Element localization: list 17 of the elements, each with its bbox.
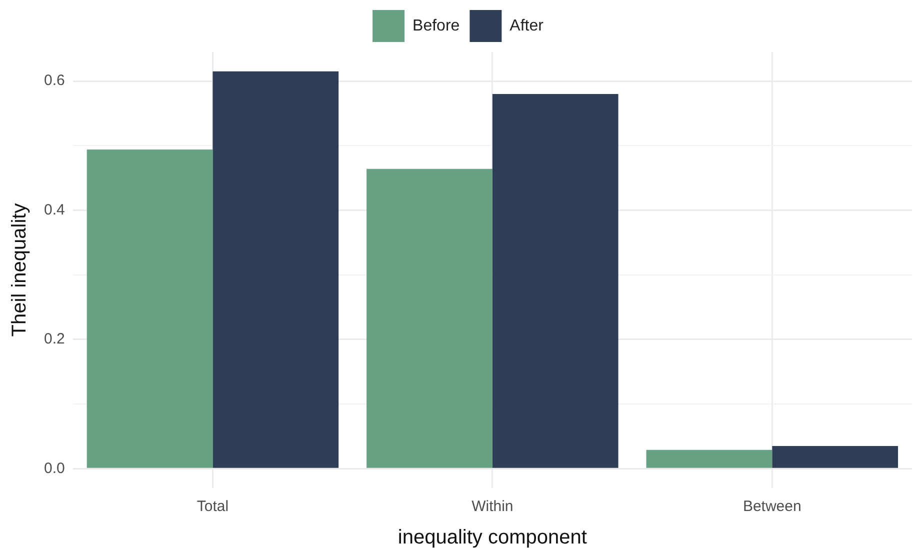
x-axis-title: inequality component (398, 526, 588, 549)
bar (646, 450, 772, 468)
legend-label: After (510, 17, 544, 34)
bar (366, 168, 492, 468)
x-tick-label: Between (742, 498, 802, 516)
y-tick-label: 0.2 (44, 330, 65, 348)
bar (212, 71, 339, 468)
bar (86, 150, 213, 468)
x-tick-label: Total (196, 498, 229, 516)
y-tick-label: 0.4 (44, 201, 65, 218)
bar (772, 446, 898, 468)
bar (492, 94, 618, 468)
legend-label: Before (412, 17, 460, 34)
y-tick-label: 0.6 (44, 72, 65, 90)
y-tick-label: 0.0 (44, 460, 65, 477)
x-tick-label: Within (472, 498, 514, 516)
y-axis-title: Theil inequality (8, 203, 31, 337)
